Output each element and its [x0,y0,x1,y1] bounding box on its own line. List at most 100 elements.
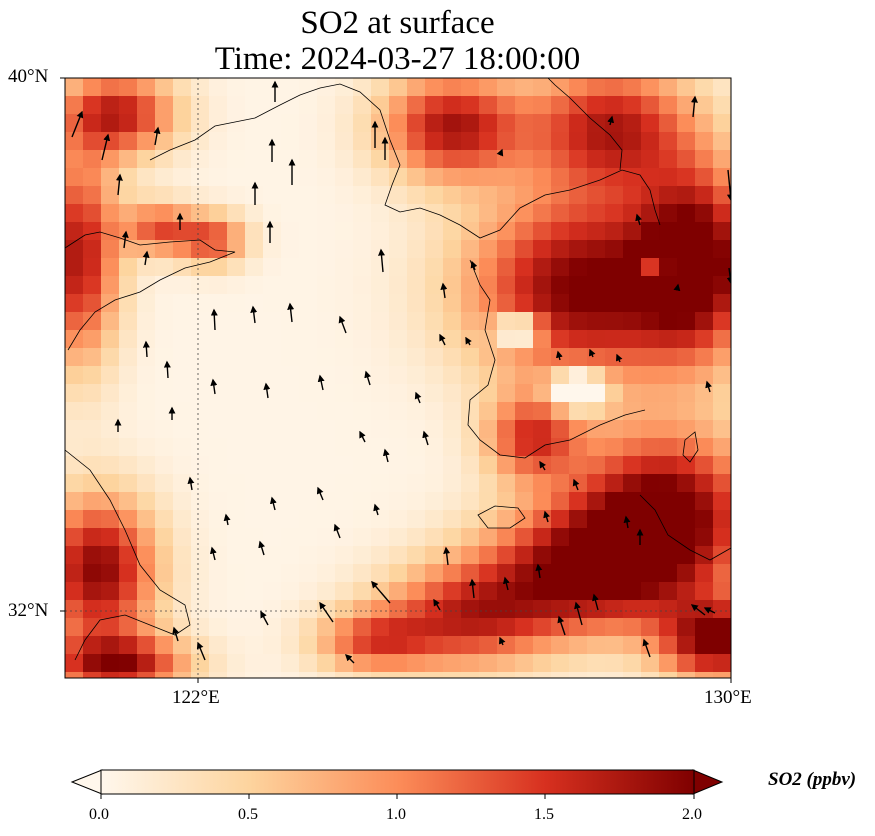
so2-cell [605,636,624,655]
so2-cell [353,402,372,421]
so2-cell [191,654,210,673]
wind-arrow [153,126,161,146]
so2-cell [317,132,336,151]
so2-cell [119,636,138,655]
colorbar-extend-high [692,769,724,795]
so2-cell [281,222,300,241]
so2-cell [173,384,192,403]
so2-cell [425,312,444,331]
so2-cell [245,546,264,565]
so2-cell [353,474,372,493]
so2-cell [587,672,606,678]
so2-cell [587,420,606,439]
so2-cell [479,582,498,601]
so2-cell [281,492,300,511]
so2-cell [407,474,426,493]
so2-cell [479,456,498,475]
so2-cell [587,186,606,205]
so2-cell [587,366,606,385]
so2-cell [353,528,372,547]
so2-cell [389,564,408,583]
so2-cell [569,492,588,511]
so2-cell [119,294,138,313]
so2-cell [479,672,498,678]
so2-cell [245,456,264,475]
so2-cell [389,420,408,439]
so2-cell [119,366,138,385]
so2-cell [569,366,588,385]
so2-cell [623,366,642,385]
so2-cell [299,528,318,547]
so2-cell [587,276,606,295]
so2-cell [101,96,120,115]
so2-cell [335,546,354,565]
so2-cell [299,438,318,457]
so2-cell [515,402,534,421]
so2-cell [299,384,318,403]
so2-cell [515,240,534,259]
so2-cell [551,474,570,493]
so2-cell [65,96,84,115]
so2-cell [119,654,138,673]
so2-cell [245,132,264,151]
wind-arrow [502,576,510,591]
so2-cell [137,294,156,313]
so2-cell [191,528,210,547]
so2-cell [83,492,102,511]
so2-cell [407,348,426,367]
so2-cell [479,312,498,331]
so2-cell [353,366,372,385]
so2-cell [119,240,138,259]
wind-arrow [496,148,504,157]
so2-cell [623,438,642,457]
so2-cell [425,600,444,619]
wind-arrow [142,340,150,358]
so2-cell [461,96,480,115]
so2-cell [299,186,318,205]
so2-cell [173,474,192,493]
so2-cell [533,546,552,565]
so2-cell [227,186,246,205]
so2-cell [65,474,84,493]
so2-cell [83,564,102,583]
so2-cell [587,654,606,673]
so2-cell [371,402,390,421]
so2-cell [677,258,696,277]
so2-cell [371,528,390,547]
so2-cell [335,384,354,403]
so2-cell [713,564,731,583]
so2-cell [65,546,84,565]
so2-cell [695,402,714,421]
so2-cell [245,150,264,169]
so2-cell [371,474,390,493]
so2-cell [281,330,300,349]
so2-cell [623,474,642,493]
so2-cell [551,636,570,655]
so2-cell [245,78,264,97]
so2-cell [713,582,731,601]
so2-cell [425,186,444,205]
so2-cell [281,564,300,583]
so2-cell [443,186,462,205]
so2-cell [533,132,552,151]
so2-cell [605,654,624,673]
so2-cell [263,600,282,619]
so2-cell [533,420,552,439]
so2-cell [533,222,552,241]
so2-cell [407,96,426,115]
so2-cell [155,582,174,601]
so2-cell [425,114,444,133]
so2-cell [83,330,102,349]
so2-cell [371,366,390,385]
so2-cell [101,510,120,529]
so2-cell [371,78,390,97]
so2-cell [515,168,534,187]
so2-cell [695,528,714,547]
so2-cell [569,564,588,583]
so2-cell [371,294,390,313]
so2-cell [191,186,210,205]
wind-arrow [588,348,596,358]
so2-cell [425,618,444,637]
so2-cell [677,438,696,457]
so2-cell [659,582,678,601]
